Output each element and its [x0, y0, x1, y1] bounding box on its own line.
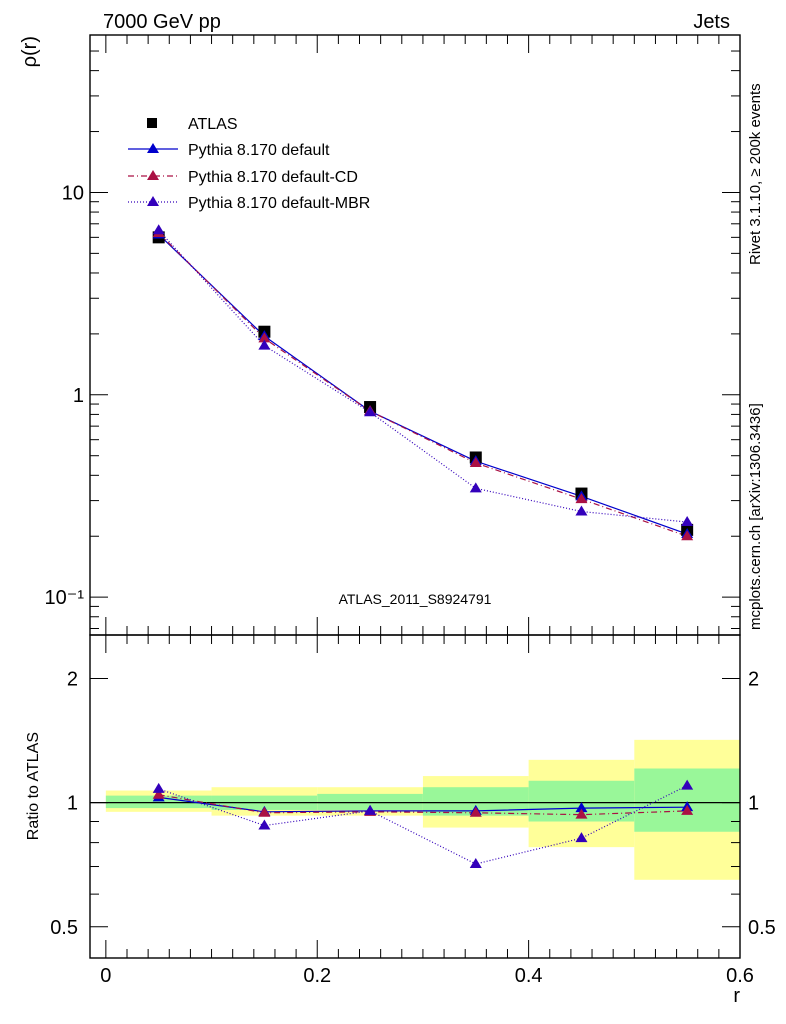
main-point-pythia-8-170-default-mbr-3 [469, 482, 482, 493]
ratio-point-pythia-8-170-default-mbr-3 [469, 857, 482, 868]
ratio-line-pythia-8-170-default-cd [158, 794, 688, 816]
main-line-pythia-8-170-default-mbr [158, 229, 688, 523]
x-tick-label: 0.6 [726, 965, 754, 987]
ratio-point-pythia-8-170-default-mbr-1 [258, 819, 271, 830]
ratio-point-pythia-8-170-default-cd-3 [469, 806, 482, 817]
legend-marker-default [147, 143, 159, 153]
ratio-y-tick-label-right: 2 [748, 669, 759, 691]
ratio-y-tick-label-right: 0.5 [748, 917, 776, 939]
legend-entry-mbr: Pythia 8.170 default-MBR [128, 195, 370, 212]
legend-entry-cd: Pythia 8.170 default-CD [128, 169, 358, 186]
main-point-pythia-8-170-default-cd-5 [681, 530, 694, 541]
legend-label-default: Pythia 8.170 default [188, 142, 330, 159]
main-point-pythia-8-170-default-cd-4 [575, 493, 588, 504]
main-point-pythia-8-170-default-mbr-1 [258, 339, 271, 350]
main-point-pythia-8-170-default-mbr-0 [152, 224, 165, 235]
ratio-point-pythia-8-170-default-mbr-0 [152, 782, 165, 793]
ratio-y-tick-label-right: 1 [748, 793, 759, 815]
ratio-point-pythia-8-170-default-4 [575, 802, 588, 813]
main-y-tick-label: 10⁻¹ [45, 587, 85, 609]
ratio-frame [89, 634, 741, 959]
legend-marker-mbr [147, 196, 159, 206]
ratio-point-pythia-8-170-default-cd-5 [681, 804, 694, 815]
ratio-y-tick-label-left: 0.5 [50, 917, 78, 939]
legend-entry-default: Pythia 8.170 default [128, 142, 330, 159]
main-point-pythia-8-170-default-mbr-5 [681, 516, 694, 527]
ratio-point-pythia-8-170-default-mbr-5 [681, 779, 694, 790]
header-right: Jets [693, 11, 730, 33]
main-point-pythia-8-170-default-mbr-2 [364, 406, 377, 417]
legend-label-cd: Pythia 8.170 default-CD [188, 169, 358, 186]
main-line-pythia-8-170-default-cd [158, 232, 688, 537]
band-inner-5 [634, 768, 740, 832]
main-point-pythia-8-170-default-cd-3 [469, 457, 482, 468]
main-line-pythia-8-170-default [158, 234, 688, 535]
x-tick-label: 0 [100, 965, 111, 987]
rivet-label: Rivet 3.1.10, ≥ 200k events [747, 83, 764, 265]
ratio-point-pythia-8-170-default-cd-0 [152, 788, 165, 799]
main-y-tick-label: 10 [62, 182, 84, 204]
legend-marker-atlas [147, 118, 157, 128]
main-point-pythia-8-170-default-cd-1 [258, 332, 271, 343]
ratio-y-axis-label: Ratio to ATLAS [25, 732, 42, 840]
header-left: 7000 GeV pp [103, 11, 221, 33]
x-tick-label: 0.4 [515, 965, 543, 987]
band-inner-2 [317, 793, 423, 810]
legend: ATLAS Pythia 8.170 default Pythia 8.170 … [128, 116, 370, 212]
ratio-uncertainty-bands [90, 739, 740, 880]
legend-label-mbr: Pythia 8.170 default-MBR [188, 195, 370, 212]
main-y-axis-label: ρ(r) [19, 36, 41, 67]
legend-entry-atlas: ATLAS [147, 116, 238, 133]
main-y-tick-label: 1 [73, 385, 84, 407]
ratio-line-pythia-8-170-default [158, 796, 688, 813]
analysis-id-label: ATLAS_2011_S8924791 [339, 591, 492, 607]
ratio-panel: 0 0.2 0.4 0.6 2 2 1 1 0.5 0.5 [50, 634, 776, 987]
legend-label-atlas: ATLAS [188, 116, 238, 133]
ratio-line-pythia-8-170-default-mbr [158, 785, 688, 865]
ratio-y-tick-label-left: 1 [67, 793, 78, 815]
ratio-point-pythia-8-170-default-mbr-4 [575, 832, 588, 843]
legend-marker-cd [147, 170, 159, 180]
ratio-point-pythia-8-170-default-mbr-2 [364, 804, 377, 815]
main-point-pythia-8-170-default-mbr-4 [575, 505, 588, 516]
ratio-point-pythia-8-170-default-cd-4 [575, 808, 588, 819]
x-tick-label: 0.2 [303, 965, 331, 987]
mcplots-label: mcplots.cern.ch [arXiv:1306.3436] [747, 403, 764, 630]
ratio-y-tick-label-left: 2 [67, 669, 78, 691]
x-axis-label: r [733, 985, 740, 1007]
ratio-point-pythia-8-170-default-cd-1 [258, 806, 271, 817]
